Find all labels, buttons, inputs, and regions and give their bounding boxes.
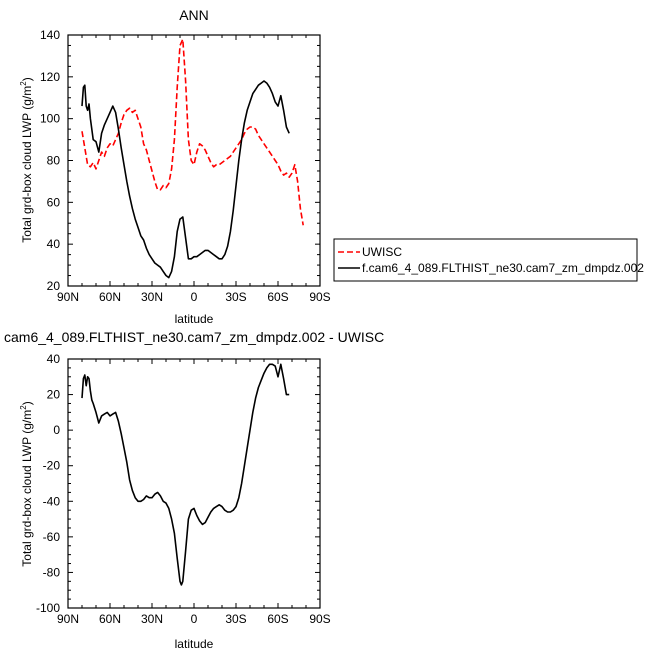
top-panel: ANN 90N 60N 30N 0 30S 60S 90S 20 40 60 80 100 120 140… <box>19 7 331 326</box>
bottom-panel-y-axis-title: Total grd-box cloud LWP (g/m2) <box>19 401 34 566</box>
top-panel-y-tick-label: 80 <box>47 154 61 168</box>
bottom-panel-x-tick-label: 30N <box>141 612 163 626</box>
top-panel-y-tick-label: 40 <box>47 237 61 251</box>
top-panel-x-tick-label: 0 <box>191 290 198 304</box>
top-panel-y-tick-label: 60 <box>47 195 61 209</box>
top-panel-ticks: 90N 60N 30N 0 30S 60S 90S 20 40 60 80 100 120 140 <box>40 28 331 304</box>
bottom-panel-y-tick-label: -40 <box>43 494 61 508</box>
top-panel-y-tick-label: 100 <box>40 112 60 126</box>
top-panel-y-axis-title: Total grd-box cloud LWP (g/m2) <box>19 77 34 242</box>
top-panel-x-axis-title: latitude <box>175 312 214 326</box>
top-panel-x-tick-label: 90S <box>309 290 330 304</box>
top-panel-series-line-0 <box>81 38 304 226</box>
legend-box <box>333 238 638 282</box>
bottom-panel-x-tick-label: 0 <box>191 612 198 626</box>
top-panel-frame <box>67 34 321 287</box>
legend-label-uwisc: UWISC <box>362 245 402 259</box>
top-panel-x-tick-label: 60N <box>99 290 121 304</box>
bottom-panel-title: cam6_4_089.FLTHIST_ne30.cam7_zm_dmpdz.00… <box>4 329 384 345</box>
bottom-panel-x-tick-label: 90S <box>309 612 330 626</box>
top-panel-y-tick-label: 20 <box>47 279 61 293</box>
bottom-panel-y-tick-label: -100 <box>36 601 60 615</box>
bottom-panel-series-line-0 <box>81 363 290 586</box>
bottom-panel-y-tick-label: -20 <box>43 459 61 473</box>
bottom-panel-y-tick-label: 0 <box>53 423 60 437</box>
top-panel-x-tick-label: 60S <box>267 290 288 304</box>
top-panel-plot-area <box>81 38 304 279</box>
bottom-panel-ticks: 90N 60N 30N 0 30S 60S 90S -100 -80 -60 -40 -20 0 20 40 <box>36 352 331 626</box>
legend: UWISC f.cam6_4_089.FLTHIST_ne30.cam7_zm_… <box>333 238 644 282</box>
bottom-panel-y-tick-label: 20 <box>47 388 61 402</box>
bottom-panel-frame <box>67 358 321 609</box>
bottom-panel-x-tick-label: 60S <box>267 612 288 626</box>
legend-label-cam: f.cam6_4_089.FLTHIST_ne30.cam7_zm_dmpdz.… <box>362 261 644 275</box>
top-panel-title: ANN <box>179 7 209 23</box>
top-panel-y-tick-label: 140 <box>40 28 60 42</box>
top-panel-x-tick-label: 30N <box>141 290 163 304</box>
bottom-panel-x-tick-label: 30S <box>225 612 246 626</box>
bottom-panel-y-tick-label: -80 <box>43 565 61 579</box>
bottom-panel-x-axis-title: latitude <box>175 637 214 651</box>
bottom-panel-y-tick-label: -60 <box>43 530 61 544</box>
top-panel-series-line-1 <box>81 80 290 279</box>
bottom-panel-y-tick-label: 40 <box>47 352 61 366</box>
bottom-panel-x-tick-label: 90N <box>57 612 79 626</box>
top-panel-y-tick-label: 120 <box>40 70 60 84</box>
bottom-panel-x-tick-label: 60N <box>99 612 121 626</box>
top-panel-x-tick-label: 30S <box>225 290 246 304</box>
bottom-panel: cam6_4_089.FLTHIST_ne30.cam7_zm_dmpdz.00… <box>4 329 384 651</box>
top-panel-x-tick-label: 90N <box>57 290 79 304</box>
bottom-panel-plot-area <box>81 363 290 586</box>
